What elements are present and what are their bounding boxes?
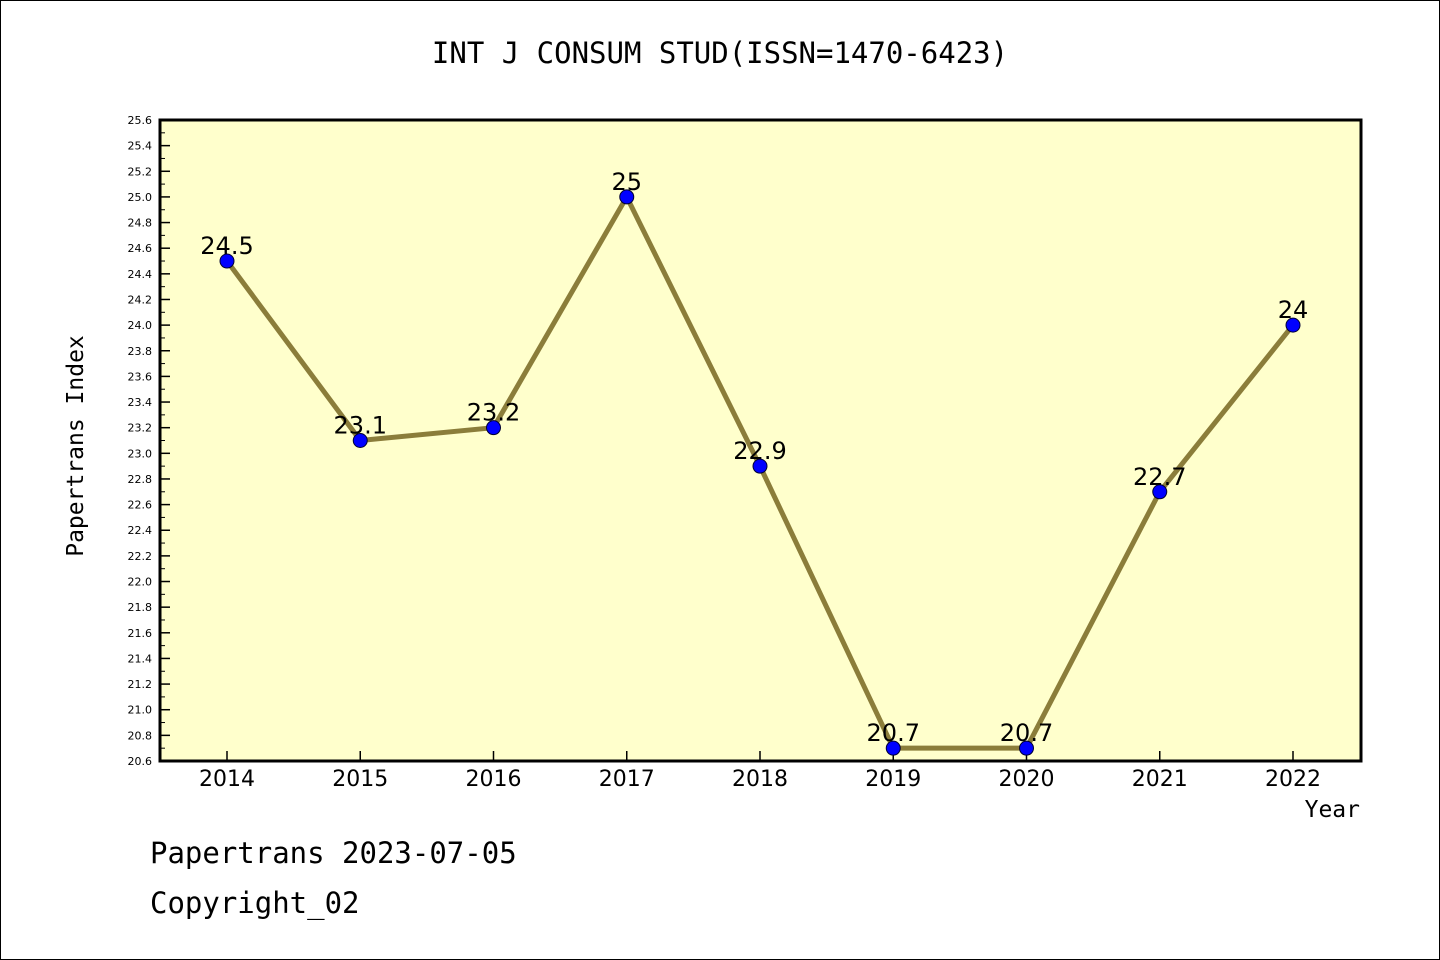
x-axis-label: Year bbox=[1304, 797, 1360, 823]
chart-title: INT J CONSUM STUD(ISSN=1470-6423) bbox=[431, 36, 1009, 70]
data-point bbox=[352, 433, 368, 448]
data-label: 23.1 bbox=[334, 412, 387, 440]
y-tick-label: 24.6 bbox=[128, 242, 153, 255]
data-label: 24.5 bbox=[200, 232, 253, 260]
data-label: 25 bbox=[611, 168, 642, 196]
y-tick-label: 24.4 bbox=[128, 268, 153, 281]
data-label: 20.7 bbox=[867, 719, 920, 747]
x-tick-label: 2017 bbox=[599, 767, 655, 792]
data-label: 22.9 bbox=[733, 437, 786, 465]
y-tick-label: 20.6 bbox=[128, 755, 153, 768]
x-tick-label: 2016 bbox=[466, 767, 522, 792]
data-label: 22.7 bbox=[1133, 463, 1186, 491]
footer-date: Papertrans 2023-07-05 bbox=[150, 836, 517, 870]
y-tick-label: 25.6 bbox=[128, 114, 153, 127]
y-tick-label: 23.0 bbox=[128, 447, 153, 460]
footer-copyright: Copyright_02 bbox=[150, 886, 360, 920]
x-tick-label: 2015 bbox=[332, 767, 388, 792]
x-tick-label: 2019 bbox=[865, 767, 921, 792]
y-axis-ticks: 20.6 20.8 21.0 21.2 21.4 21.6 21.8 22.0 22.2 22.4… bbox=[128, 114, 170, 768]
y-tick-label: 24.0 bbox=[128, 319, 153, 332]
y-tick-label: 22.6 bbox=[128, 499, 153, 512]
y-tick-label: 24.2 bbox=[128, 293, 153, 306]
y-tick-label: 20.8 bbox=[128, 729, 153, 742]
data-point bbox=[486, 420, 501, 436]
y-tick-label: 24.8 bbox=[128, 217, 153, 230]
y-tick-label: 21.0 bbox=[128, 704, 153, 717]
y-tick-label: 25.4 bbox=[128, 140, 153, 153]
x-tick-label: 2020 bbox=[999, 767, 1055, 792]
y-tick-label: 23.2 bbox=[128, 422, 153, 435]
x-axis-ticks: 2014 2015 2016 2017 2018 2019 2020 2021 2022 bbox=[199, 751, 1321, 792]
y-tick-label: 23.4 bbox=[128, 396, 153, 409]
y-tick-label: 21.8 bbox=[128, 601, 153, 614]
y-tick-label: 22.0 bbox=[128, 576, 153, 589]
y-tick-label: 25.2 bbox=[128, 165, 153, 178]
x-tick-label: 2021 bbox=[1132, 767, 1188, 792]
data-label: 24 bbox=[1278, 296, 1309, 324]
data-point bbox=[1152, 484, 1168, 500]
y-axis-label: Papertrans Index bbox=[63, 335, 89, 557]
y-tick-label: 23.8 bbox=[128, 345, 153, 358]
y-tick-label: 23.6 bbox=[128, 370, 153, 383]
y-tick-label: 21.4 bbox=[128, 652, 153, 665]
data-label: 20.7 bbox=[1000, 719, 1053, 747]
y-tick-label: 22.4 bbox=[128, 524, 153, 537]
data-points bbox=[219, 189, 1301, 756]
y-tick-label: 21.6 bbox=[128, 627, 153, 640]
y-tick-label: 21.2 bbox=[128, 678, 153, 691]
y-tick-label: 22.8 bbox=[128, 473, 153, 486]
y-tick-label: 25.0 bbox=[128, 191, 153, 204]
data-label: 23.2 bbox=[467, 399, 520, 427]
data-point bbox=[1019, 740, 1034, 756]
x-tick-label: 2018 bbox=[732, 767, 788, 792]
data-point bbox=[752, 458, 768, 474]
y-tick-label: 22.2 bbox=[128, 550, 153, 563]
data-point bbox=[619, 189, 635, 205]
data-point bbox=[885, 740, 901, 756]
x-tick-label: 2022 bbox=[1265, 767, 1321, 792]
data-point bbox=[219, 253, 235, 269]
x-tick-label: 2014 bbox=[199, 767, 255, 792]
data-labels: 24.5 23.1 23.2 25 22.9 20.7 20.7 22.7 24 bbox=[200, 168, 1308, 747]
data-point bbox=[1285, 317, 1301, 333]
